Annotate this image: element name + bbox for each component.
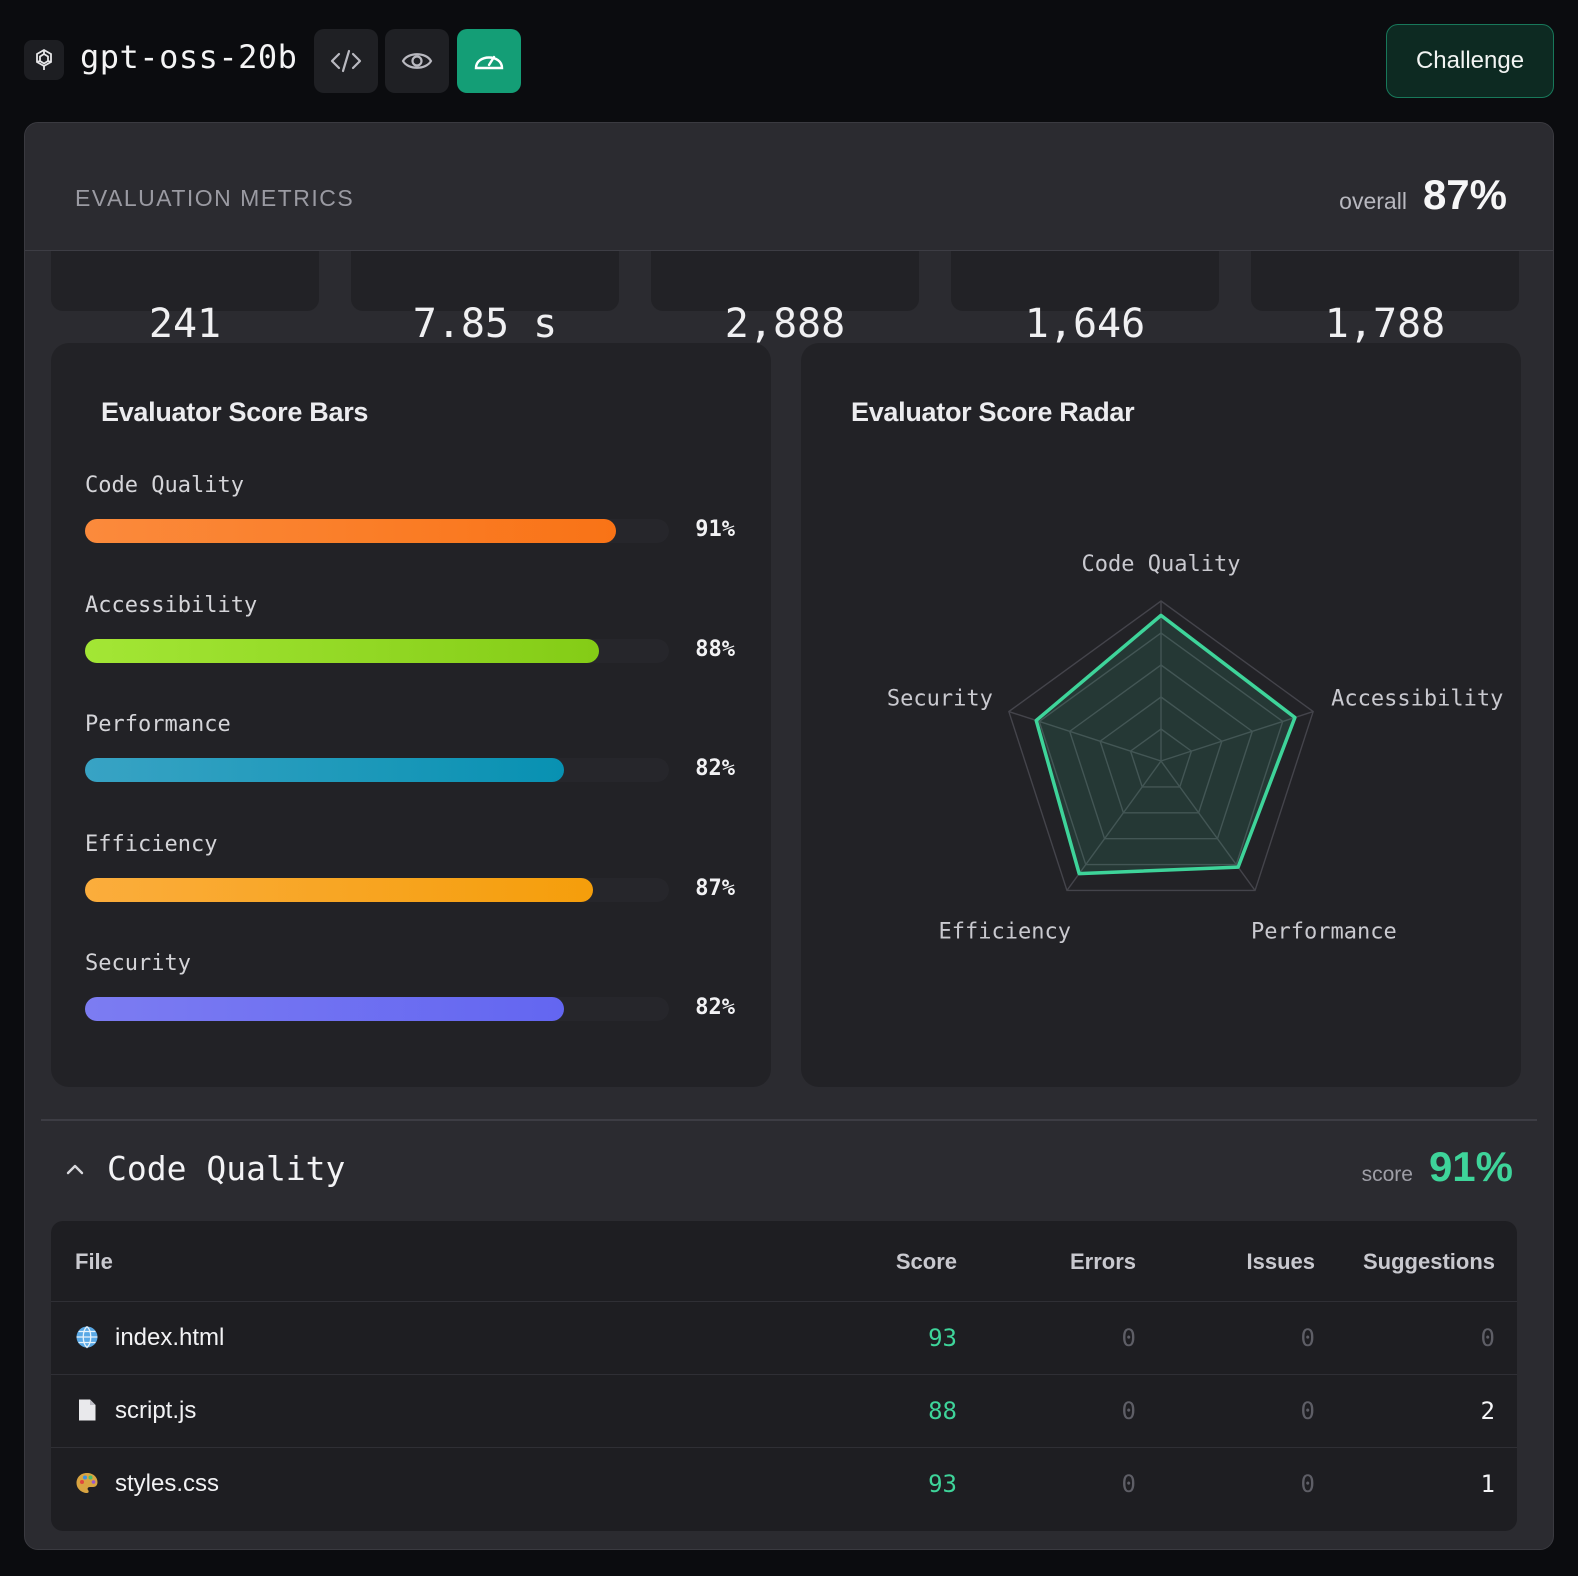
table-row[interactable]: script.js 88 0 0 2 bbox=[51, 1374, 1517, 1447]
file-suggestions: 0 bbox=[1480, 1324, 1495, 1352]
table-row[interactable]: index.html 93 0 0 0 bbox=[51, 1301, 1517, 1374]
column-header-issues: Issues bbox=[1246, 1249, 1316, 1274]
radar-axis-line bbox=[1008, 710, 1162, 762]
radar-axis-label: Accessibility bbox=[1331, 687, 1503, 712]
file-suggestions: 1 bbox=[1480, 1470, 1495, 1498]
score-bar-label: Accessibility bbox=[85, 592, 258, 618]
radar-axis-line bbox=[1160, 760, 1256, 891]
overall-score: overall 87% bbox=[1339, 171, 1507, 219]
radar-grid-ring bbox=[1099, 696, 1223, 814]
overall-value: 87% bbox=[1422, 171, 1507, 218]
score-bar-value: 87% bbox=[695, 875, 735, 901]
score-bar-row: Security 82% bbox=[85, 951, 735, 1041]
overall-label: overall bbox=[1339, 188, 1407, 214]
challenge-button[interactable]: Challenge bbox=[1386, 24, 1554, 98]
score-bar-value: 82% bbox=[695, 756, 735, 781]
radar-axis-label: Code Quality bbox=[1082, 552, 1241, 577]
column-header-file: File bbox=[75, 1249, 113, 1274]
score-radar-title: Evaluator Score Radar bbox=[851, 397, 1135, 427]
file-score: 93 bbox=[928, 1470, 957, 1498]
section-title[interactable]: Code Quality bbox=[107, 1149, 346, 1188]
openai-logo-icon bbox=[24, 40, 64, 80]
radar-axis-line bbox=[1160, 710, 1314, 762]
score-bar-track bbox=[85, 758, 669, 782]
score-bar-fill bbox=[85, 638, 599, 663]
score-bar-fill bbox=[85, 877, 594, 902]
top-bar: gpt-oss-20b Challenge bbox=[0, 0, 1578, 122]
code-icon bbox=[330, 49, 362, 73]
radar-grid-ring bbox=[1068, 664, 1254, 840]
score-bar-label: Performance bbox=[85, 712, 231, 737]
score-radar-card: Evaluator Score Radar Code Quality Access… bbox=[801, 343, 1521, 1087]
radar-grid-ring bbox=[1129, 728, 1193, 788]
metrics-header: EVALUATION METRICS overall 87% bbox=[25, 123, 1553, 251]
file-errors: 0 bbox=[1121, 1324, 1136, 1352]
stat-value: 7.85 s bbox=[412, 301, 558, 347]
stat-value: 241 bbox=[148, 301, 222, 347]
score-bar-row: Code Quality 91% bbox=[85, 473, 735, 563]
radar-series-area bbox=[1034, 613, 1297, 876]
globe-icon bbox=[76, 1326, 98, 1349]
score-bar-label: Code Quality bbox=[85, 473, 244, 498]
radar-axis-label: Performance bbox=[1251, 919, 1397, 944]
metrics-button[interactable] bbox=[457, 29, 521, 93]
palette-icon bbox=[76, 1473, 98, 1493]
radar-grid-ring bbox=[1038, 632, 1284, 866]
score-bar-value: 88% bbox=[695, 636, 735, 662]
radar-axis-line bbox=[1066, 760, 1162, 891]
file-score: 93 bbox=[928, 1324, 957, 1352]
radar-chart: Code Quality Accessibility Performance Effi… bbox=[887, 552, 1503, 944]
column-header-score: Score bbox=[895, 1249, 957, 1274]
preview-button[interactable] bbox=[385, 29, 449, 93]
score-bar-track bbox=[85, 638, 669, 663]
stat-value: 1,788 bbox=[1324, 301, 1446, 347]
table-row[interactable]: styles.css 93 0 0 1 bbox=[51, 1447, 1517, 1520]
metrics-panel: EVALUATION METRICS overall 87% 241 7.85 … bbox=[24, 122, 1554, 1550]
stat-value: 1,646 bbox=[1024, 301, 1146, 347]
radar-grid-ring bbox=[1008, 600, 1314, 892]
score-bar-label: Efficiency bbox=[85, 831, 218, 857]
file-issues: 0 bbox=[1300, 1470, 1315, 1498]
column-header-suggestions: Suggestions bbox=[1362, 1249, 1495, 1274]
eye-icon bbox=[401, 53, 433, 69]
score-bar-label: Security bbox=[85, 951, 191, 976]
file-issues: 0 bbox=[1300, 1397, 1315, 1425]
score-label: score bbox=[1361, 1163, 1413, 1186]
radar-axis-label: Security bbox=[887, 687, 993, 712]
metrics-title: EVALUATION METRICS bbox=[75, 185, 355, 211]
file-name: index.html bbox=[115, 1324, 225, 1351]
stat-value: 2,888 bbox=[724, 301, 846, 347]
score-bar-track bbox=[85, 997, 669, 1021]
score-bar-fill bbox=[85, 997, 564, 1021]
score-bar-row: Performance 82% bbox=[85, 712, 735, 802]
score-bars-card: Evaluator Score Bars Code Quality 91% Acce… bbox=[51, 343, 771, 1087]
file-errors: 0 bbox=[1121, 1397, 1136, 1425]
score-bar-row: Efficiency 87% bbox=[85, 832, 735, 922]
score-bar-value: 82% bbox=[695, 995, 735, 1020]
score-bar-track bbox=[85, 877, 669, 902]
score-bar-value: 91% bbox=[695, 517, 735, 542]
file-score: 88 bbox=[928, 1397, 957, 1425]
file-suggestions: 2 bbox=[1480, 1397, 1495, 1425]
score-bar-track bbox=[85, 519, 669, 543]
document-icon bbox=[79, 1399, 96, 1421]
score-bar-row: Accessibility 88% bbox=[85, 593, 735, 683]
section-divider bbox=[41, 1119, 1537, 1121]
file-name: script.js bbox=[115, 1397, 197, 1424]
radar-axis-label: Efficiency bbox=[939, 919, 1071, 944]
chevron-up-icon[interactable] bbox=[63, 1157, 87, 1181]
score-bars-title: Evaluator Score Bars bbox=[101, 397, 369, 427]
file-name: styles.css bbox=[115, 1470, 220, 1497]
score-value: 91% bbox=[1428, 1143, 1513, 1190]
score-bar-fill bbox=[85, 519, 617, 543]
file-scores-table: File Score Errors Issues Suggestions ind… bbox=[51, 1221, 1517, 1531]
file-issues: 0 bbox=[1300, 1324, 1315, 1352]
code-view-button[interactable] bbox=[314, 29, 378, 93]
section-score: score 91% bbox=[1362, 1143, 1513, 1191]
score-bar-fill bbox=[85, 758, 564, 782]
column-header-errors: Errors bbox=[1069, 1249, 1136, 1274]
file-errors: 0 bbox=[1121, 1470, 1136, 1498]
gauge-icon bbox=[474, 55, 504, 70]
model-name: gpt-oss-20b bbox=[80, 38, 298, 76]
